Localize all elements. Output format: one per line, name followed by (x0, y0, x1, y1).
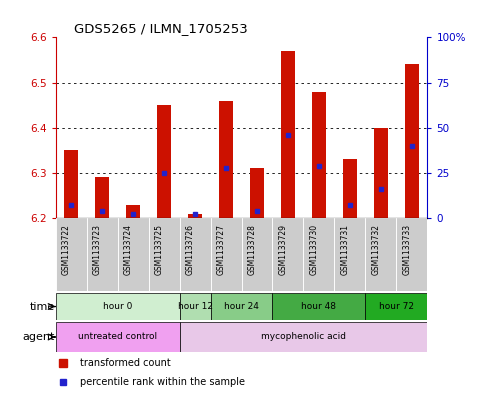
Bar (180, 322, 427, 352)
Text: GSM1133724: GSM1133724 (124, 224, 133, 275)
Text: GDS5265 / ILMN_1705253: GDS5265 / ILMN_1705253 (74, 22, 248, 35)
Bar (366, 218, 397, 291)
Text: GSM1133725: GSM1133725 (155, 224, 164, 275)
Bar (366, 293, 427, 320)
Bar (334, 218, 366, 291)
Bar (343, 160, 357, 218)
Bar (126, 205, 140, 218)
Text: GSM1133731: GSM1133731 (341, 224, 350, 275)
Bar (405, 64, 419, 218)
Bar (211, 293, 272, 320)
Bar (281, 51, 295, 218)
Bar (180, 293, 211, 320)
Bar (250, 169, 264, 218)
Bar (86, 218, 117, 291)
Text: mycophenolic acid: mycophenolic acid (261, 332, 346, 342)
Bar (374, 128, 388, 218)
Bar (56, 293, 180, 320)
Bar (180, 218, 211, 291)
Bar (397, 218, 427, 291)
Bar (56, 218, 86, 291)
Bar (303, 218, 334, 291)
Bar (64, 151, 78, 218)
Bar (211, 218, 242, 291)
Text: GSM1133727: GSM1133727 (217, 224, 226, 275)
Text: hour 0: hour 0 (103, 302, 132, 311)
Text: time: time (29, 301, 55, 312)
Bar (157, 105, 171, 218)
Bar (56, 322, 180, 352)
Text: GSM1133729: GSM1133729 (279, 224, 288, 275)
Bar (272, 293, 366, 320)
Text: agent: agent (23, 332, 55, 342)
Bar (312, 92, 326, 218)
Text: GSM1133722: GSM1133722 (62, 224, 71, 275)
Bar (219, 101, 233, 218)
Text: GSM1133726: GSM1133726 (186, 224, 195, 275)
Text: GSM1133723: GSM1133723 (93, 224, 102, 275)
Text: GSM1133733: GSM1133733 (403, 224, 412, 275)
Bar (149, 218, 180, 291)
Bar (95, 178, 109, 218)
Bar (242, 218, 272, 291)
Text: GSM1133730: GSM1133730 (310, 224, 319, 275)
Text: untreated control: untreated control (78, 332, 157, 342)
Text: GSM1133728: GSM1133728 (248, 224, 257, 275)
Text: percentile rank within the sample: percentile rank within the sample (80, 377, 245, 387)
Bar (188, 214, 202, 218)
Text: hour 24: hour 24 (224, 302, 259, 311)
Text: hour 12: hour 12 (178, 302, 213, 311)
Text: transformed count: transformed count (80, 358, 170, 367)
Text: GSM1133732: GSM1133732 (372, 224, 381, 275)
Bar (117, 218, 149, 291)
Text: hour 72: hour 72 (379, 302, 414, 311)
Text: hour 48: hour 48 (301, 302, 337, 311)
Bar (272, 218, 303, 291)
